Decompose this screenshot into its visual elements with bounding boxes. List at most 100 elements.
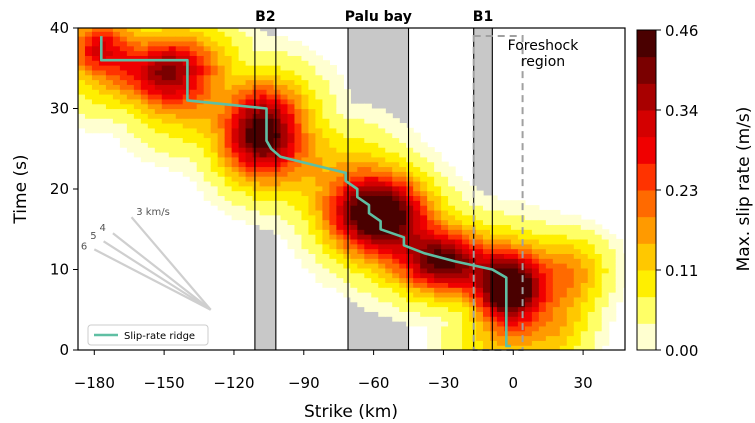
heat-cell <box>462 311 470 317</box>
heat-cell <box>503 287 512 293</box>
heat-cell <box>427 209 435 216</box>
heat-cell <box>378 282 386 288</box>
heat-cell <box>161 45 170 52</box>
heat-cell <box>378 176 386 182</box>
heat-cell <box>315 65 324 71</box>
heat-cell <box>112 65 121 71</box>
heat-cell <box>483 292 491 298</box>
heat-cell <box>587 277 596 283</box>
heat-cell <box>259 113 268 119</box>
heat-cell <box>196 113 205 119</box>
heat-cell <box>496 330 505 337</box>
heat-cell <box>441 282 449 288</box>
heat-cell <box>210 69 219 76</box>
heat-cell <box>364 122 372 129</box>
heat-cell <box>182 28 191 32</box>
heat-cell <box>420 156 428 163</box>
heat-cell <box>566 248 575 254</box>
heat-cell <box>441 200 449 206</box>
heat-cell <box>196 156 205 163</box>
heat-cell <box>294 176 303 182</box>
heat-cell <box>455 306 463 312</box>
heat-cell <box>273 156 282 163</box>
heat-cell <box>364 234 372 240</box>
heat-cell <box>371 301 379 308</box>
heat-cell <box>266 98 275 105</box>
heat-cell <box>357 132 365 139</box>
heat-cell <box>238 147 247 153</box>
heat-cell <box>322 272 330 279</box>
heat-cell <box>168 40 177 47</box>
heat-cell <box>161 98 170 105</box>
heat-cell <box>322 74 330 81</box>
heat-cell <box>531 277 540 283</box>
heat-cell <box>462 263 470 269</box>
x-tick-label-1: −150 <box>144 374 185 392</box>
heat-cell <box>462 306 470 312</box>
heat-cell <box>266 185 275 192</box>
heat-cell <box>371 277 379 283</box>
heat-cell <box>524 238 533 245</box>
heat-cell <box>78 89 86 95</box>
heat-cell <box>496 243 505 250</box>
heat-cell <box>420 277 428 283</box>
heat-cell <box>105 89 114 95</box>
heat-cell <box>308 229 317 235</box>
heat-cell <box>489 219 498 226</box>
heat-cell <box>168 94 177 100</box>
heat-cell <box>140 79 149 85</box>
heat-cell <box>594 301 603 308</box>
heat-cell <box>496 234 505 240</box>
heat-cell <box>483 195 491 201</box>
heat-cell <box>587 330 596 337</box>
heat-cell <box>238 195 247 201</box>
heat-cell <box>545 224 554 230</box>
heat-cell <box>336 89 344 95</box>
heat-cell <box>224 166 233 172</box>
heat-cell <box>147 98 156 105</box>
heat-cell <box>489 243 498 250</box>
heat-cell <box>594 229 603 235</box>
colorbar-segment-4 <box>637 216 656 244</box>
heat-cell <box>489 316 498 322</box>
heat-cell <box>336 224 344 230</box>
heat-cell <box>434 272 442 279</box>
heat-cell <box>203 31 212 37</box>
heat-cell <box>168 84 177 90</box>
heat-cell <box>238 108 247 114</box>
foreshock-label-line1: Foreshock <box>508 38 580 54</box>
heat-cell <box>343 122 351 129</box>
heat-cell <box>448 316 456 322</box>
heat-cell <box>566 214 575 221</box>
heat-cell <box>441 176 449 182</box>
heat-cell <box>371 253 379 259</box>
heat-cell <box>98 79 107 85</box>
heat-cell <box>552 301 561 308</box>
heat-cell <box>413 282 421 288</box>
heat-cell <box>294 113 303 119</box>
heat-cell <box>105 103 114 110</box>
heat-cell <box>350 147 358 153</box>
heat-cell <box>413 205 421 211</box>
heat-cell <box>406 190 414 197</box>
heat-cell <box>476 345 484 350</box>
heat-cell <box>133 122 142 129</box>
heat-cell <box>126 36 135 42</box>
heat-cell <box>259 156 268 163</box>
heat-cell <box>462 267 470 274</box>
heat-cell <box>441 263 449 269</box>
heat-cell <box>503 243 512 250</box>
heat-cell <box>594 292 603 298</box>
heat-cell <box>266 147 275 153</box>
heat-cell <box>434 171 442 177</box>
heat-cell <box>308 137 317 143</box>
heat-cell <box>322 253 330 259</box>
heat-cell <box>217 151 226 158</box>
heat-cell <box>573 219 582 226</box>
heat-cell <box>252 28 261 32</box>
heat-cell <box>503 229 512 235</box>
heat-cell <box>517 258 526 264</box>
heat-cell <box>371 243 379 250</box>
heat-cell <box>231 147 240 153</box>
